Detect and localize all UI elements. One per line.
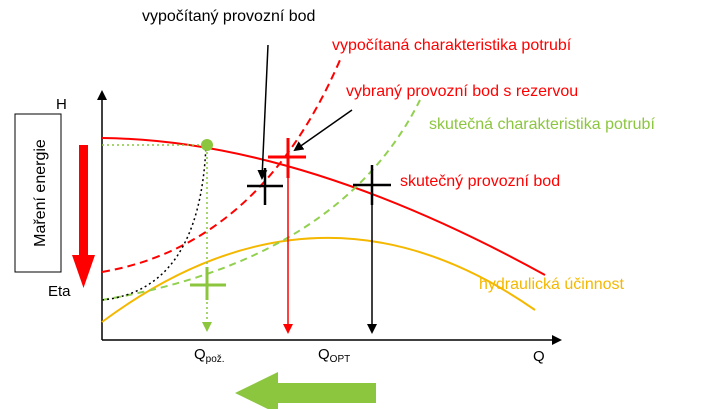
y-axis-label-eta: Eta [48, 283, 71, 300]
chosen-point-pointer [293, 109, 353, 152]
chosen-point-label: vybraný provozní bod s rezervou [346, 83, 578, 100]
q-opt-label: QOPT [318, 346, 350, 365]
calculated-pipe-curve [101, 59, 341, 273]
energy-waste-label: Maření energie [32, 139, 49, 247]
energy-waste-arrow-head [72, 255, 95, 288]
efficiency-label: hydraulická účinnost [479, 276, 625, 293]
x-axis-label-q: Q [533, 348, 545, 365]
y-axis-label-h: H [56, 96, 67, 113]
calc-point-pointer [257, 44, 269, 180]
calc-curve-label: vypočítaná charakteristika potrubí [332, 37, 572, 54]
required-point-marker [201, 139, 213, 151]
flow-reduction-arrow-head [235, 372, 278, 409]
throttling-curve [101, 144, 207, 301]
energy-waste-box [14, 113, 62, 273]
q-required-label: Qpož. [194, 346, 225, 365]
energy-waste-arrow-shaft [79, 145, 88, 257]
pump-h-curve [101, 137, 546, 276]
flow-reduction-arrow-shaft [275, 383, 376, 403]
actual-curve-label: skutečná charakteristika potrubí [429, 116, 655, 133]
actual-pipe-curve [101, 99, 421, 301]
actual-point-label: skutečný provozní bod [400, 173, 560, 190]
efficiency-curve [101, 236, 536, 323]
calc-point-label: vypočítaný provozní bod [142, 8, 315, 25]
